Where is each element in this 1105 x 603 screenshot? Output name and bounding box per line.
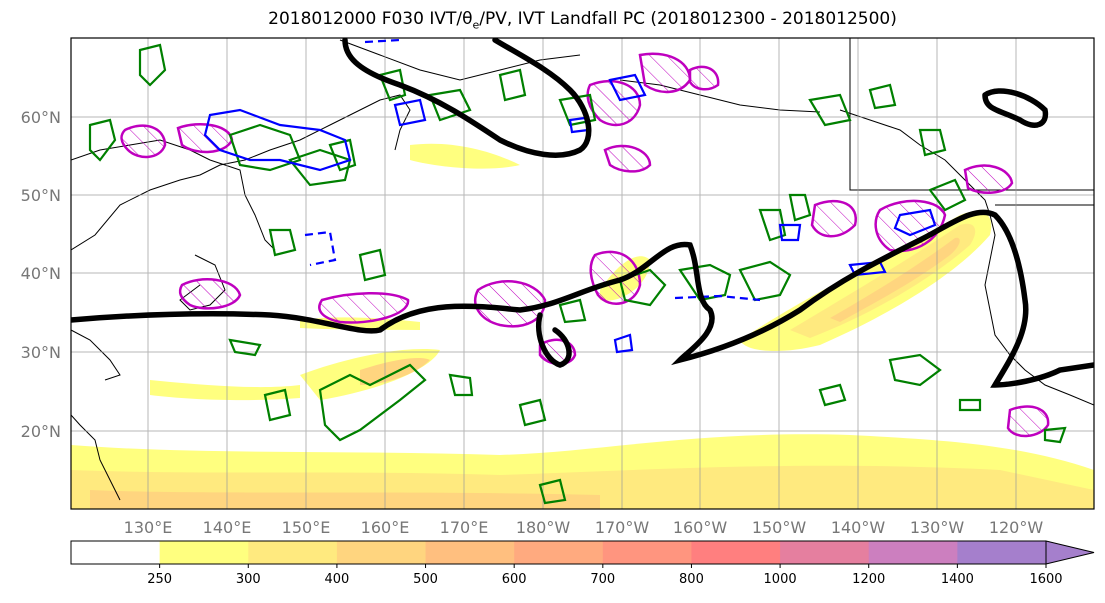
colorbar-swatch <box>336 541 427 564</box>
lon-label-130e: 130°E <box>124 518 173 537</box>
colorbar-extend-arrow <box>1045 540 1095 565</box>
colorbar-swatch <box>957 541 1047 564</box>
lon-label-120w: 120°W <box>989 518 1044 537</box>
lon-label-150e: 150°E <box>282 518 331 537</box>
colorbar-swatch <box>425 541 515 564</box>
lon-label-140e: 140°E <box>203 518 252 537</box>
lat-label-50: 50°N <box>21 186 61 205</box>
lon-label-130w: 130°W <box>910 518 965 537</box>
colorbar-swatch <box>868 541 958 564</box>
colorbar-swatch <box>159 541 249 564</box>
colorbar-swatch <box>780 541 870 564</box>
ivt-shading <box>71 143 1094 509</box>
colorbar-tick-label: 1400 <box>941 572 974 587</box>
colorbar-tick-label: 500 <box>413 572 438 587</box>
lat-label-20: 20°N <box>21 422 61 441</box>
colorbar-tick-label: 1600 <box>1029 572 1062 587</box>
colorbar-tick-label: 700 <box>590 572 615 587</box>
pv-contours-green <box>88 43 1067 505</box>
landfall-pc-contours <box>120 52 1050 438</box>
colorbar-tick-label: 300 <box>236 572 261 587</box>
lat-label-30: 30°N <box>21 343 61 362</box>
longitude-labels: 130°E 140°E 150°E 160°E 170°E 180°W 170°… <box>124 518 1044 537</box>
lon-label-180w: 180°W <box>516 518 571 537</box>
colorbar-tick-label: 800 <box>679 572 704 587</box>
lon-label-140w: 140°W <box>831 518 886 537</box>
colorbar-tick-label: 600 <box>502 572 527 587</box>
colorbar-swatch <box>602 541 692 564</box>
colorbar-swatch <box>514 541 604 564</box>
lon-label-160e: 160°E <box>361 518 410 537</box>
colorbar: 250 300 400 500 600 700 800 1000 1200 1400 1600 <box>70 540 1095 587</box>
lon-label-150w: 150°W <box>752 518 807 537</box>
lat-label-60: 60°N <box>21 108 61 127</box>
colorbar-frame <box>70 540 1046 565</box>
colorbar-tick-label: 1200 <box>852 572 885 587</box>
colorbar-tick-label: 250 <box>147 572 172 587</box>
pv-contours-blue <box>203 38 937 354</box>
latitude-labels: 60°N 50°N 40°N 30°N 20°N <box>21 108 61 441</box>
lon-label-160w: 160°W <box>673 518 728 537</box>
lon-label-170e: 170°E <box>440 518 489 537</box>
colorbar-tick-label: 400 <box>324 572 349 587</box>
colorbar-tick-label: 1000 <box>764 572 797 587</box>
lat-label-40: 40°N <box>21 264 61 283</box>
plot-frame <box>70 37 1095 510</box>
colorbar-swatch <box>71 541 161 564</box>
colorbar-swatch <box>691 541 781 564</box>
chart-title: 2018012000 F030 IVT/θe/PV, IVT Landfall … <box>268 9 897 32</box>
colorbar-swatch <box>248 541 338 564</box>
thetae-contours <box>71 38 1094 388</box>
lon-label-170w: 170°W <box>595 518 650 537</box>
